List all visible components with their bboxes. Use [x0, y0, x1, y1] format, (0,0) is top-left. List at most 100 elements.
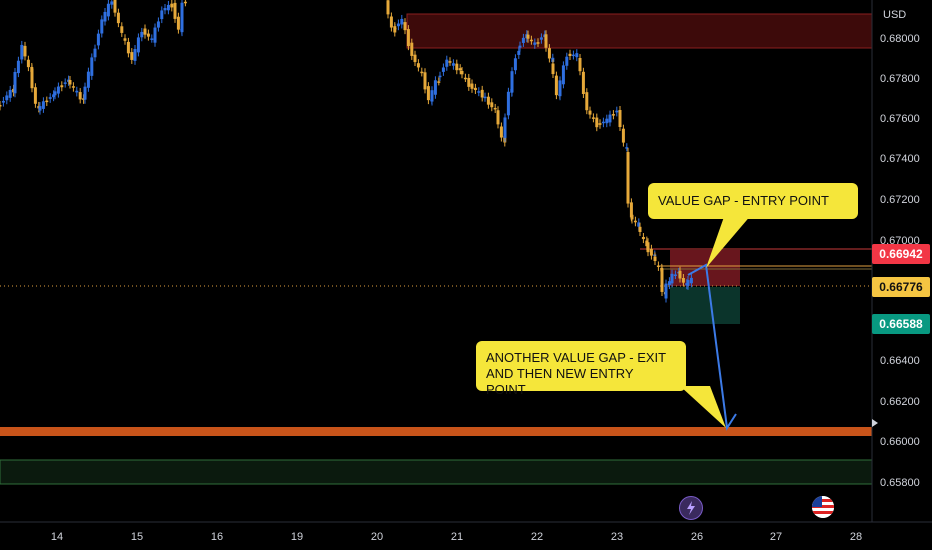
y-tick-label: 0.67800	[880, 73, 920, 85]
candle-body	[393, 27, 397, 30]
candle-body	[146, 33, 150, 37]
candle-body	[106, 3, 110, 17]
entry-gap-zone	[670, 250, 740, 286]
candle-body	[630, 214, 634, 220]
candle-body	[63, 82, 67, 84]
candle-body	[26, 59, 30, 68]
currency-label: USD	[883, 9, 906, 21]
candle-body	[416, 63, 420, 68]
exit-callout-line1: ANOTHER VALUE GAP - EXIT	[486, 350, 667, 365]
candle-body	[173, 2, 177, 19]
candle-body	[473, 87, 477, 91]
candle-body	[463, 77, 467, 80]
candle-body	[686, 280, 690, 286]
candle-body	[621, 128, 625, 143]
candle-body	[410, 42, 414, 56]
candle-body	[490, 102, 494, 108]
candle-body	[526, 34, 530, 39]
candle-body	[483, 96, 487, 99]
candle-body	[0, 105, 2, 107]
candle-body	[53, 91, 57, 96]
y-tick-label: 0.68000	[880, 33, 920, 45]
x-tick-label: 23	[611, 531, 623, 543]
x-tick-label: 28	[850, 531, 862, 543]
candle-body	[150, 38, 154, 40]
candle-body	[581, 71, 585, 94]
candle-body	[413, 54, 417, 63]
entry-price-tag: 0.66942	[872, 244, 930, 264]
candle-body	[521, 37, 525, 43]
current-price-tag: 0.66776	[872, 277, 930, 297]
exit-callout-pointer	[680, 386, 726, 428]
candle-body	[33, 87, 37, 104]
entry-callout-text: VALUE GAP - ENTRY POINT	[658, 193, 829, 208]
support-axis-marker	[872, 419, 878, 427]
candle-body	[565, 56, 569, 66]
candle-body	[386, 0, 390, 15]
candle-body	[140, 31, 144, 38]
candle-body	[16, 60, 20, 74]
candle-body	[585, 92, 589, 111]
y-tick-label: 0.65800	[880, 477, 920, 489]
candle-body	[143, 28, 147, 35]
exit-callout-line2: AND THEN NEW ENTRY POINT	[486, 366, 634, 397]
candle-body	[45, 100, 49, 103]
candle-body	[646, 242, 650, 253]
y-tick-label: 0.66200	[880, 396, 920, 408]
exit-callout: ANOTHER VALUE GAP - EXIT AND THEN NEW EN…	[476, 341, 686, 397]
candle-body	[637, 222, 641, 227]
x-tick-label: 20	[371, 531, 383, 543]
candle-body	[438, 75, 442, 78]
candle-body	[547, 48, 551, 59]
candle-body	[598, 123, 602, 125]
candle-body	[136, 37, 140, 53]
x-tick-label: 15	[131, 531, 143, 543]
candle-body	[38, 106, 42, 111]
entry-callout: VALUE GAP - ENTRY POINT	[648, 183, 858, 219]
candle-body	[93, 48, 97, 58]
candle-body	[660, 269, 664, 292]
candle-body	[656, 265, 660, 267]
candle-body	[423, 72, 427, 90]
candle-body	[433, 80, 437, 95]
candle-body	[160, 10, 164, 20]
candle-body	[455, 63, 459, 71]
candle-body	[499, 126, 503, 138]
candle-body	[180, 2, 184, 33]
candle-body	[611, 114, 615, 116]
candle-body	[568, 53, 572, 56]
candle-body	[670, 273, 674, 284]
candle-body	[389, 16, 393, 28]
candle-body	[116, 12, 120, 24]
lightning-icon[interactable]	[679, 496, 703, 520]
candle-body	[458, 68, 462, 71]
candle-body	[625, 147, 629, 149]
candle-body	[605, 118, 609, 124]
candle-body	[653, 256, 657, 262]
candle-body	[477, 91, 481, 93]
y-tick-label: 0.66400	[880, 355, 920, 367]
support-line	[0, 427, 872, 436]
candle-body	[400, 18, 404, 25]
us-flag-icon[interactable]	[812, 496, 834, 518]
candle-body	[52, 94, 56, 98]
candle-body	[183, 1, 187, 4]
candle-body	[437, 81, 441, 83]
x-tick-label: 14	[51, 531, 63, 543]
candle-body	[667, 281, 671, 286]
candle-body	[496, 110, 500, 125]
candle-body	[493, 107, 497, 110]
candle-body	[513, 58, 517, 71]
candle-body	[68, 80, 72, 85]
candle-body	[78, 92, 82, 100]
candle-body	[571, 54, 575, 57]
candle-body	[133, 49, 137, 61]
candle-body	[163, 8, 167, 11]
candle-body	[123, 38, 127, 41]
candle-body	[591, 117, 595, 119]
candle-body	[23, 45, 27, 57]
candle-body	[396, 23, 400, 27]
candle-body	[103, 11, 107, 22]
candle-body	[120, 26, 124, 33]
